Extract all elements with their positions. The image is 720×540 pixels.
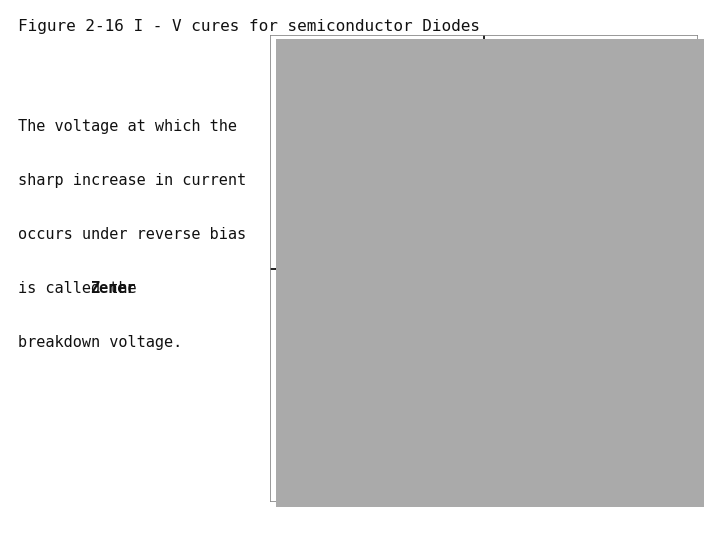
- Text: The voltage at which the: The voltage at which the: [18, 119, 237, 134]
- Text: -I: -I: [492, 477, 501, 490]
- Text: +I: +I: [492, 47, 508, 60]
- Text: Figure 2-16 I - V cures for semiconductor Diodes: Figure 2-16 I - V cures for semiconducto…: [18, 19, 480, 34]
- Text: breakdown voltage.: breakdown voltage.: [18, 335, 182, 350]
- Text: sharp increase in current: sharp increase in current: [18, 173, 246, 188]
- Text: -V: -V: [281, 241, 294, 255]
- Text: © 2007 Thomson Higher Education: © 2007 Thomson Higher Education: [277, 489, 426, 498]
- Text: bias: bias: [416, 414, 442, 427]
- Text: Current: Current: [458, 199, 471, 245]
- Bar: [270, 35, 698, 502]
- Text: Reverse: Reverse: [416, 379, 467, 392]
- Text: +V: +V: [667, 241, 688, 255]
- Text: Voltage: Voltage: [589, 286, 636, 299]
- Text: Zener: Zener: [91, 281, 136, 296]
- Text: Forward bias: Forward bias: [559, 75, 639, 89]
- Text: occurs under reverse bias: occurs under reverse bias: [18, 227, 246, 242]
- Text: is called the: is called the: [18, 281, 145, 296]
- Text: Breakdown: Breakdown: [299, 281, 370, 317]
